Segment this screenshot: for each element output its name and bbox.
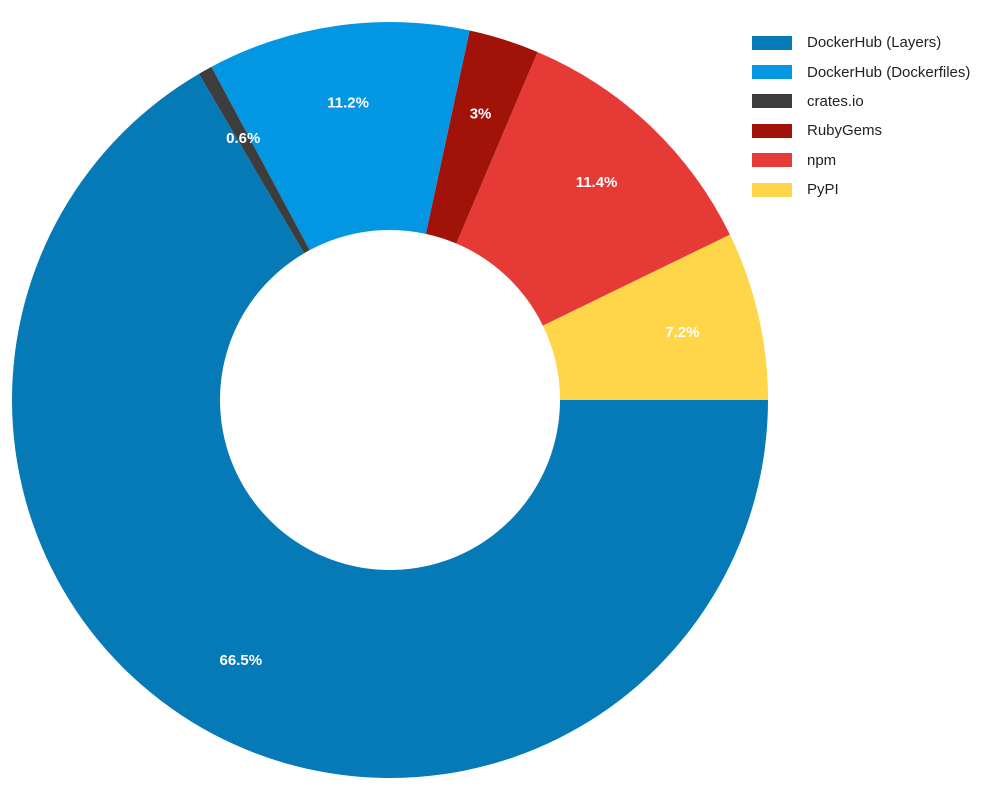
legend-item-pypi: PyPI xyxy=(752,175,970,204)
legend-swatch xyxy=(752,94,792,109)
legend-swatch xyxy=(752,65,792,80)
slice-rubygems xyxy=(425,30,538,244)
slice-label-crates-io: 0.6% xyxy=(226,130,260,147)
legend-label: DockerHub (Layers) xyxy=(807,34,942,52)
legend-label: npm xyxy=(807,151,837,169)
slice-label-pypi: 7.2% xyxy=(665,324,699,341)
slice-label-dockerhub-dockerfiles: 11.2% xyxy=(327,94,369,111)
legend-item-rubygems: RubyGems xyxy=(752,116,970,145)
legend-swatch xyxy=(752,182,792,197)
legend-swatch xyxy=(752,153,792,168)
legend-swatch xyxy=(752,35,792,50)
legend-item-npm: npm xyxy=(752,146,970,175)
legend-label: PyPI xyxy=(807,181,839,199)
slice-dockerhub-layers xyxy=(11,73,769,778)
slice-crates-io xyxy=(198,66,310,254)
slice-label-rubygems: 3% xyxy=(470,105,492,122)
slice-label-dockerhub-layers: 66.5% xyxy=(220,652,263,669)
legend: DockerHub (Layers) DockerHub (Dockerfiles… xyxy=(752,28,970,204)
legend-item-crates-io: crates.io xyxy=(752,87,970,116)
slice-label-npm: 11.4% xyxy=(576,174,618,191)
slice-pypi xyxy=(542,234,768,400)
legend-label: crates.io xyxy=(807,92,864,110)
legend-item-dockerhub-layers: DockerHub (Layers) xyxy=(752,28,970,57)
legend-swatch xyxy=(752,123,792,138)
legend-item-dockerhub-dockerfiles: DockerHub (Dockerfiles) xyxy=(752,57,970,86)
slice-npm xyxy=(456,51,730,326)
legend-label: RubyGems xyxy=(807,122,883,140)
legend-label: DockerHub (Dockerfiles) xyxy=(807,63,971,81)
slice-dockerhub-dockerfiles xyxy=(211,21,470,251)
